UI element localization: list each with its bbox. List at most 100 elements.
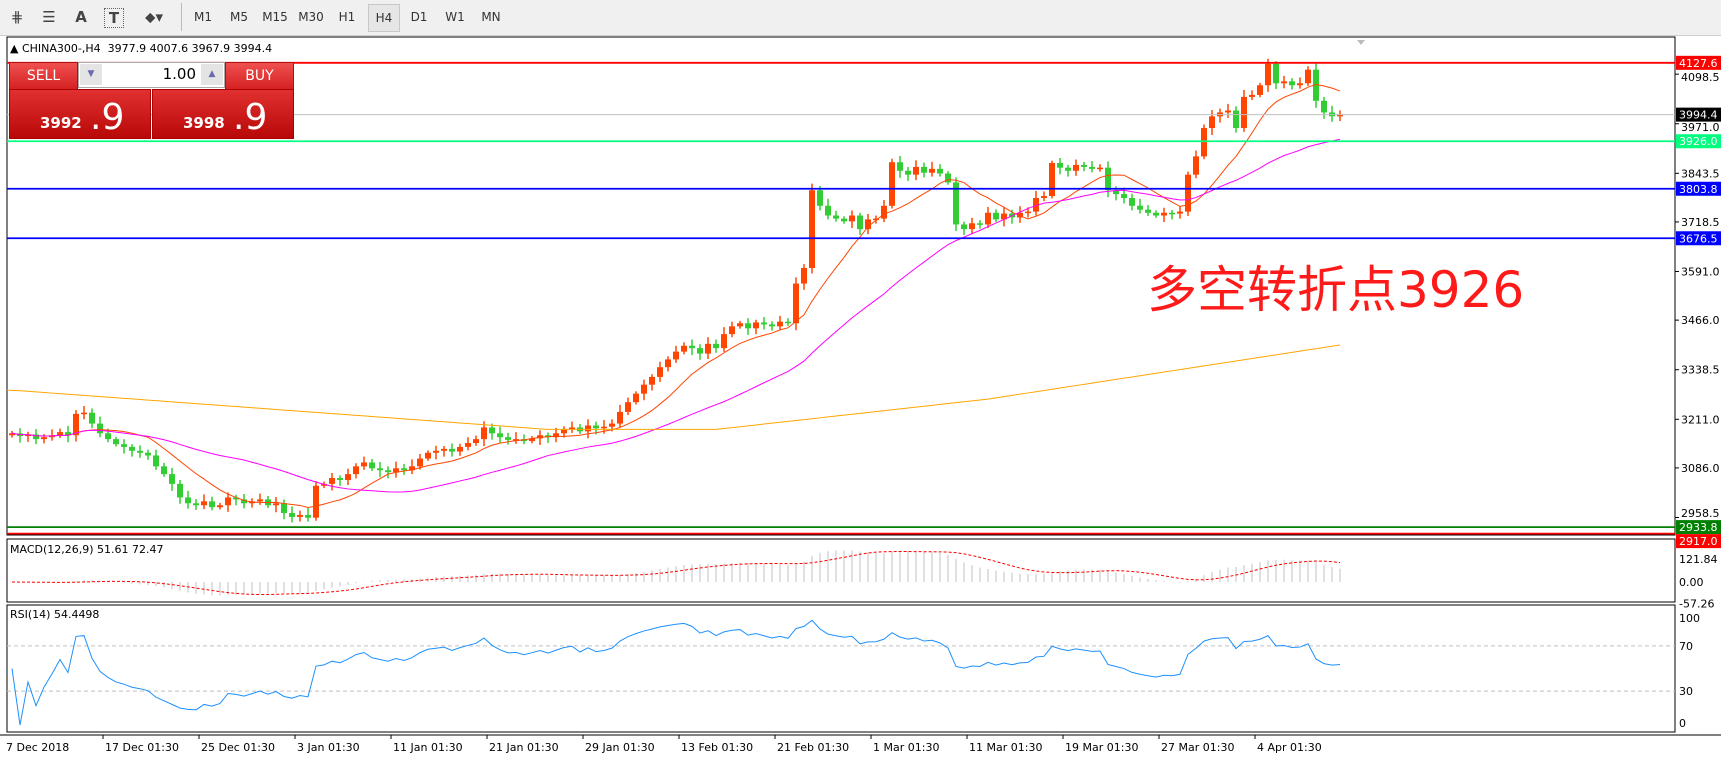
candle-body bbox=[913, 166, 919, 175]
timeframe-m30[interactable]: M30 bbox=[298, 10, 324, 24]
candle-body bbox=[865, 219, 871, 230]
sell-price-button[interactable]: 3992 .9 bbox=[9, 89, 151, 139]
lot-decrease-icon[interactable]: ▼ bbox=[80, 64, 102, 85]
candle bbox=[1073, 159, 1079, 176]
text-label-icon[interactable]: T bbox=[104, 8, 124, 28]
text-icon[interactable]: A bbox=[75, 8, 87, 26]
candle-body bbox=[201, 501, 207, 506]
time-axis-label: 21 Feb 01:30 bbox=[777, 741, 849, 754]
candle-body bbox=[561, 429, 567, 434]
time-axis-label: 25 Dec 01:30 bbox=[201, 741, 275, 754]
candle bbox=[441, 446, 447, 457]
candle-body bbox=[401, 468, 407, 471]
candle-body bbox=[1305, 69, 1311, 84]
rsi-axis-label: 30 bbox=[1679, 685, 1693, 698]
candle-body bbox=[793, 283, 799, 324]
timeframe-h4[interactable]: H4 bbox=[368, 4, 400, 32]
candle bbox=[497, 426, 503, 443]
price-tick-label: 3971.0 bbox=[1681, 121, 1720, 134]
rsi-pane-frame bbox=[6, 604, 1676, 733]
candle bbox=[353, 463, 359, 479]
price-tick-label: 2958.5 bbox=[1681, 507, 1720, 520]
lot-value[interactable]: 1.00 bbox=[162, 65, 196, 83]
lot-increase-icon[interactable]: ▲ bbox=[201, 64, 223, 85]
candle-body bbox=[145, 452, 151, 456]
candle-body bbox=[713, 343, 719, 349]
candle bbox=[433, 445, 439, 460]
candle-body bbox=[409, 466, 415, 471]
candle-body bbox=[1209, 116, 1215, 129]
candle bbox=[233, 494, 239, 506]
candle-body bbox=[897, 162, 903, 171]
candle bbox=[1209, 110, 1215, 136]
candle-body bbox=[105, 433, 111, 440]
candle-body bbox=[921, 166, 927, 173]
candle-body bbox=[953, 182, 959, 225]
candle bbox=[1265, 58, 1271, 92]
timeframe-m5[interactable]: M5 bbox=[230, 10, 248, 24]
buy-price-button[interactable]: 3998 .9 bbox=[152, 89, 294, 139]
timeframe-mn[interactable]: MN bbox=[481, 10, 501, 24]
candle bbox=[721, 327, 727, 353]
arrows-icon[interactable]: ⬥▾ bbox=[144, 8, 164, 26]
candle-body bbox=[1241, 96, 1247, 129]
level-label: 2917.0 bbox=[1679, 535, 1718, 548]
candle bbox=[825, 198, 831, 220]
candle bbox=[201, 494, 207, 510]
candle bbox=[633, 391, 639, 405]
candle-body bbox=[969, 223, 975, 230]
candle bbox=[217, 502, 223, 510]
candle bbox=[801, 264, 807, 290]
candle bbox=[33, 429, 39, 445]
candle-body bbox=[225, 497, 231, 506]
candle bbox=[297, 510, 303, 522]
candle bbox=[1193, 150, 1199, 179]
candle-body bbox=[817, 190, 823, 206]
elliott-wave-icon[interactable]: ⋕ bbox=[10, 8, 24, 26]
level-label-bg bbox=[1676, 134, 1721, 149]
candle-body bbox=[169, 474, 175, 484]
symbol-label: CHINA300-,H4 bbox=[21, 42, 101, 55]
fibonacci-icon[interactable]: ☰ bbox=[42, 8, 56, 26]
buy-button[interactable]: BUY bbox=[225, 62, 294, 91]
candle bbox=[1057, 157, 1063, 175]
candle-body bbox=[1169, 212, 1175, 215]
candle bbox=[1185, 171, 1191, 216]
candle-body bbox=[1081, 164, 1087, 167]
candle bbox=[161, 462, 167, 477]
candle-body bbox=[345, 474, 351, 480]
candle-body bbox=[1225, 110, 1231, 113]
candle bbox=[65, 425, 71, 443]
timeframe-w1[interactable]: W1 bbox=[445, 10, 465, 24]
candle-body bbox=[1177, 211, 1183, 214]
toolbar: ⋕ ☰ A T ⬥▾ M1 M5 M15 M30 H1 H4 D1 W1 MN bbox=[0, 0, 1721, 36]
candle-body bbox=[1145, 209, 1151, 213]
candle-body bbox=[529, 438, 535, 442]
timeframe-m15[interactable]: M15 bbox=[262, 10, 288, 24]
candle-body bbox=[737, 323, 743, 327]
lot-size-input[interactable]: ▼ 1.00 ▲ bbox=[78, 62, 225, 88]
candle bbox=[697, 344, 703, 360]
sell-button[interactable]: SELL bbox=[9, 62, 78, 91]
candle-body bbox=[257, 499, 263, 502]
collapse-arrow-icon[interactable]: ▲ bbox=[10, 42, 19, 55]
timeframe-h1[interactable]: H1 bbox=[338, 10, 356, 24]
timeframe-m1[interactable]: M1 bbox=[194, 10, 212, 24]
level-label: 3676.5 bbox=[1679, 232, 1718, 245]
level-label: 2933.8 bbox=[1679, 521, 1718, 534]
level-label-bg bbox=[1676, 181, 1721, 196]
candle-body bbox=[1073, 164, 1079, 171]
candle bbox=[289, 506, 295, 523]
candle-body bbox=[609, 423, 615, 427]
candle bbox=[969, 217, 975, 235]
candle bbox=[641, 379, 647, 401]
macd-label: MACD(12,26,9) 51.61 72.47 bbox=[10, 543, 164, 556]
candle bbox=[569, 421, 575, 433]
candle bbox=[545, 432, 551, 444]
timeframe-d1[interactable]: D1 bbox=[410, 10, 428, 24]
candle bbox=[681, 342, 687, 355]
price-tick-label: 3591.0 bbox=[1681, 266, 1720, 279]
candle bbox=[713, 339, 719, 353]
candle-body bbox=[457, 446, 463, 452]
